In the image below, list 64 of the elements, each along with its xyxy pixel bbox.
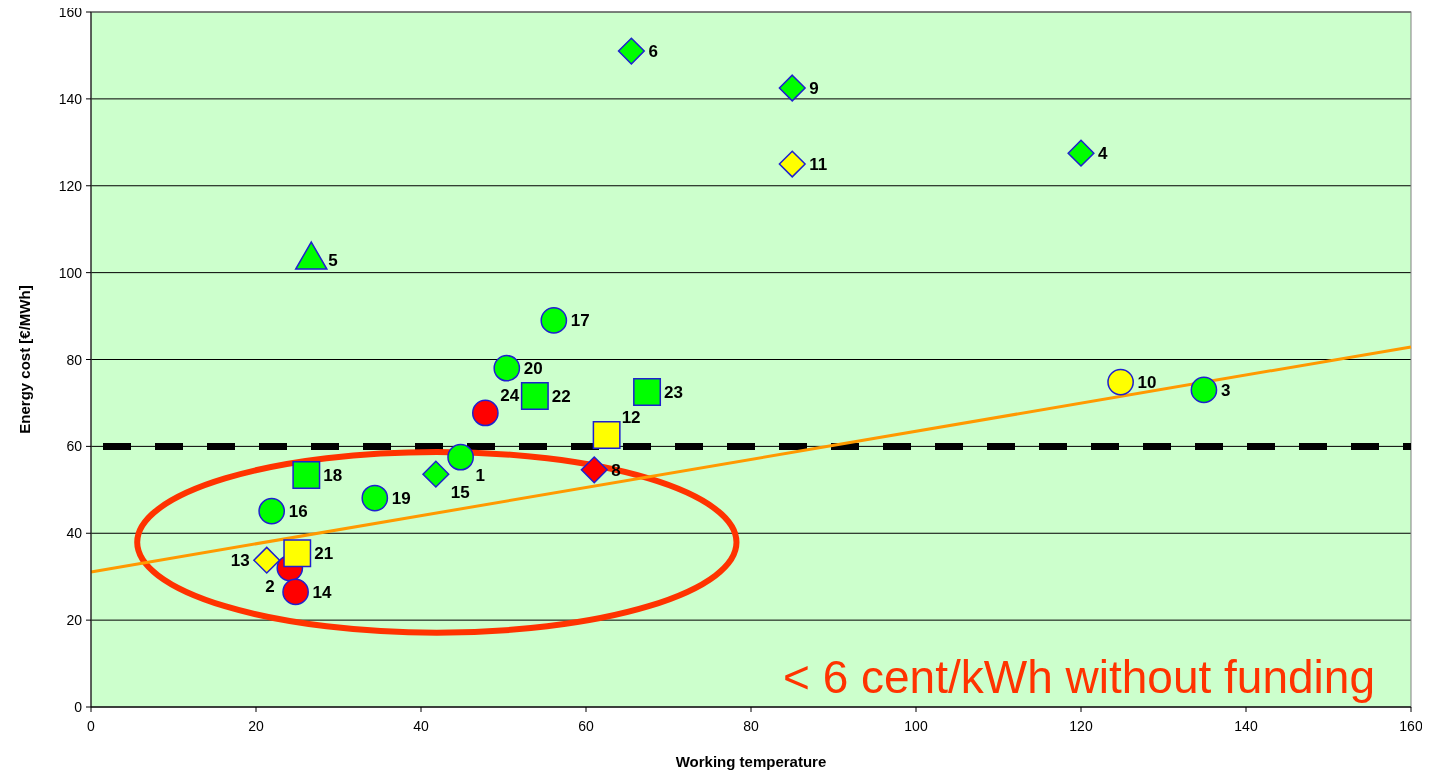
x-tick-label: 80: [743, 718, 759, 734]
annotation: 13: [230, 551, 250, 571]
point: [447, 443, 474, 471]
y-tick-label: 80: [66, 351, 83, 368]
annotation: < 6 cent/kWh without funding: [783, 651, 1375, 703]
annotation: 19: [391, 489, 411, 509]
annotation: 2: [265, 577, 275, 596]
annotation: 17: [570, 311, 590, 331]
point: [592, 421, 621, 450]
annotation: 20: [523, 359, 543, 379]
annotation: 16: [288, 502, 308, 522]
annotation: 4: [1098, 144, 1108, 164]
x-tick-label: 120: [1069, 718, 1093, 734]
x-tick-label: 160: [1399, 718, 1423, 734]
y-axis-title: Energy cost [€/MWh]: [16, 285, 33, 434]
annotation: 3: [1220, 380, 1231, 400]
annotation: 18: [323, 466, 343, 486]
point: [253, 546, 281, 574]
y-tick-label: 120: [58, 177, 83, 194]
point: [778, 150, 806, 178]
y-tick-label: 140: [58, 90, 83, 107]
point: [520, 382, 549, 410]
point: [258, 497, 286, 525]
y-tick-label: 100: [58, 264, 83, 281]
annotation: 15: [450, 483, 470, 503]
point: [282, 578, 309, 606]
point: [1067, 139, 1095, 167]
point: [580, 456, 608, 484]
point: [493, 354, 521, 382]
point: [540, 307, 568, 334]
annotation: 6: [648, 42, 658, 62]
annotation: 22: [551, 386, 571, 406]
annotation: 23: [664, 383, 683, 403]
point: [361, 484, 389, 512]
annotation: 5: [328, 251, 338, 271]
point: [283, 539, 312, 568]
annotation: 1: [475, 466, 486, 486]
annotation: 9: [809, 79, 819, 99]
annotation: 21: [314, 544, 334, 564]
x-tick-label: 100: [904, 718, 928, 734]
annotation: 14: [312, 582, 333, 602]
point: [778, 74, 806, 102]
point: [617, 37, 645, 65]
annotation: 11: [809, 155, 828, 175]
annotation: 24: [500, 385, 520, 405]
x-tick-label: 20: [248, 718, 264, 734]
y-tick-label: 0: [74, 699, 83, 715]
x-tick-label: 60: [578, 718, 594, 734]
x-tick-label: 0: [87, 718, 96, 734]
y-tick-label: 40: [66, 525, 83, 542]
point: [1190, 376, 1218, 404]
point: [292, 461, 321, 490]
x-tick-label: 140: [1234, 718, 1258, 734]
annotation: 10: [1137, 373, 1157, 393]
point: [471, 399, 499, 427]
y-tick-label: 60: [66, 438, 83, 455]
y-tick-label: 160: [58, 4, 83, 20]
point: [1107, 368, 1134, 396]
point: [422, 460, 450, 488]
point: [633, 378, 662, 407]
x-tick-label: 40: [413, 718, 429, 734]
x-axis-title: Working temperature: [675, 753, 827, 770]
y-tick-label: 20: [66, 612, 83, 629]
annotation: 12: [621, 408, 641, 428]
